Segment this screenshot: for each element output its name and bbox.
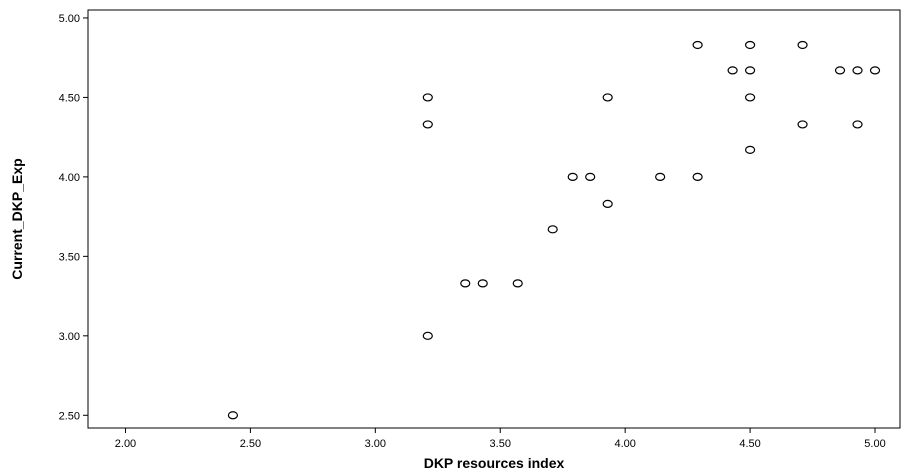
x-tick-label-5: 4.50 xyxy=(739,438,760,450)
data-point-12 xyxy=(655,172,666,181)
data-point-7 xyxy=(547,225,558,234)
x-tick-label-3: 3.50 xyxy=(490,438,511,450)
data-point-3 xyxy=(422,93,433,102)
x-axis-title: DKP resources index xyxy=(424,455,565,471)
data-points xyxy=(227,40,881,420)
data-point-23 xyxy=(852,120,863,129)
y-axis-ticks: 2.50 3.00 3.50 4.00 4.50 5.00 xyxy=(59,13,88,422)
y-tick-label-1: 3.00 xyxy=(59,331,80,343)
data-point-9 xyxy=(585,172,596,181)
data-point-8 xyxy=(567,172,578,181)
y-axis-title: Current_DKP_Exp xyxy=(9,158,25,279)
data-point-10 xyxy=(602,199,613,209)
y-tick-label-4: 4.50 xyxy=(59,92,80,104)
data-point-0 xyxy=(227,411,239,420)
data-point-6 xyxy=(512,279,523,288)
data-point-18 xyxy=(744,66,756,75)
data-point-5 xyxy=(477,279,488,288)
data-point-16 xyxy=(744,145,756,154)
data-point-19 xyxy=(744,40,756,50)
data-point-25 xyxy=(869,66,881,75)
data-point-2 xyxy=(422,120,433,129)
x-tick-label-2: 3.00 xyxy=(365,438,386,450)
data-point-1 xyxy=(422,331,433,340)
data-point-13 xyxy=(692,172,703,181)
y-tick-label-5: 5.00 xyxy=(59,13,80,25)
data-point-24 xyxy=(852,66,863,75)
x-tick-label-6: 5.00 xyxy=(864,438,885,450)
data-point-17 xyxy=(744,93,756,102)
data-point-4 xyxy=(460,279,471,288)
x-tick-label-4: 4.00 xyxy=(614,438,635,450)
y-tick-label-0: 2.50 xyxy=(59,410,80,422)
data-point-20 xyxy=(797,120,808,129)
x-tick-label-1: 2.50 xyxy=(240,438,261,450)
data-point-15 xyxy=(727,66,738,75)
y-tick-label-3: 4.00 xyxy=(59,172,80,184)
data-point-21 xyxy=(797,40,808,50)
data-point-22 xyxy=(834,66,846,75)
y-tick-label-2: 3.50 xyxy=(59,251,80,263)
data-point-14 xyxy=(692,40,703,50)
plot-area xyxy=(87,9,901,429)
x-axis-ticks: 2.00 2.50 3.00 3.50 4.00 4.50 5.00 xyxy=(115,428,886,450)
x-tick-label-0: 2.00 xyxy=(115,438,136,450)
data-point-11 xyxy=(602,93,613,102)
